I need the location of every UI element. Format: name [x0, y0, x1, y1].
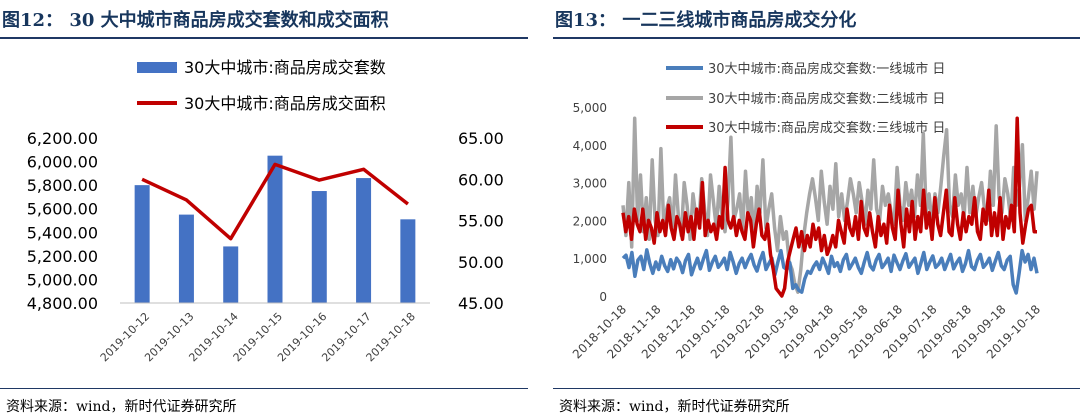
- y-left-tick-label: 5,000.00: [27, 270, 98, 289]
- y-right-tick-label: 65.00: [458, 129, 504, 148]
- y-left-tick-label: 5,800.00: [27, 176, 98, 195]
- chart-title-left: 图12： 30 大中城市商品房成交套数和成交面积: [2, 10, 389, 31]
- y-tick-label: 3,000: [573, 177, 607, 191]
- y-right-tick-label: 55.00: [458, 212, 504, 231]
- series-line-tier3: [621, 116, 1037, 298]
- bar: [178, 214, 194, 303]
- source-note-right: 资料来源：wind，新时代证券研究所: [559, 399, 790, 415]
- series-line-area: [141, 162, 409, 241]
- legend-label-tier1: 30大中城市:商品房成交套数:一线城市 日: [708, 61, 945, 77]
- legend-label-tier2: 30大中城市:商品房成交套数:二线城市 日: [708, 91, 945, 107]
- chart-panel-left: 图12： 30 大中城市商品房成交套数和成交面积 30大中城市:商品房成交套数 3…: [0, 0, 528, 420]
- y-right-tick-label: 45.00: [458, 294, 504, 313]
- series-line-tier1: [621, 248, 1039, 295]
- y-tick-label: 4,000: [573, 139, 607, 153]
- source-divider-left: [0, 388, 528, 389]
- chart-panel-right: 图13： 一二三线城市商品房成交分化 0 1,000 2,000 3,000 4,000…: [553, 0, 1080, 420]
- bar: [311, 191, 327, 303]
- legend-label-line: 30大中城市:商品房成交面积: [184, 94, 386, 113]
- source-note-left: 资料来源：wind，新时代证券研究所: [6, 399, 237, 415]
- bar: [134, 185, 150, 303]
- series-line-tier2: [621, 116, 1039, 294]
- y-left-tick-label: 6,200.00: [27, 129, 98, 148]
- legend-swatch-bars: [137, 62, 177, 73]
- chart-title-right: 图13： 一二三线城市商品房成交分化: [555, 10, 857, 31]
- y-left-tick-label: 6,000.00: [27, 153, 98, 172]
- title-divider-right: [553, 37, 1080, 39]
- bar: [400, 219, 416, 303]
- y-right-tick-label: 50.00: [458, 253, 504, 272]
- y-tick-label: 1,000: [573, 252, 607, 266]
- legend-label-bars: 30大中城市:商品房成交套数: [184, 58, 386, 77]
- y-left-tick-label: 4,800.00: [27, 294, 98, 313]
- title-divider-left: [0, 37, 528, 39]
- bar: [223, 246, 239, 303]
- y-left-tick-label: 5,400.00: [27, 223, 98, 242]
- y-tick-label: 5,000: [573, 101, 607, 115]
- source-divider-right: [553, 388, 1080, 389]
- y-tick-label: 2,000: [573, 214, 607, 228]
- multi-line-chart: 01,0002,0003,0004,0005,0002018-10-182018…: [570, 61, 1043, 361]
- y-left-tick-label: 5,600.00: [27, 200, 98, 219]
- bar: [267, 155, 283, 303]
- bar: [356, 178, 372, 303]
- bar-line-chart: 30大中城市:商品房成交套数 30大中城市:商品房成交面积 4,800.00 5,00…: [27, 58, 504, 364]
- y-right-tick-label: 60.00: [458, 170, 504, 189]
- y-tick-label: 0: [599, 290, 607, 304]
- y-left-tick-label: 5,200.00: [27, 247, 98, 266]
- legend-label-tier3: 30大中城市:商品房成交套数:三线城市 日: [708, 120, 945, 136]
